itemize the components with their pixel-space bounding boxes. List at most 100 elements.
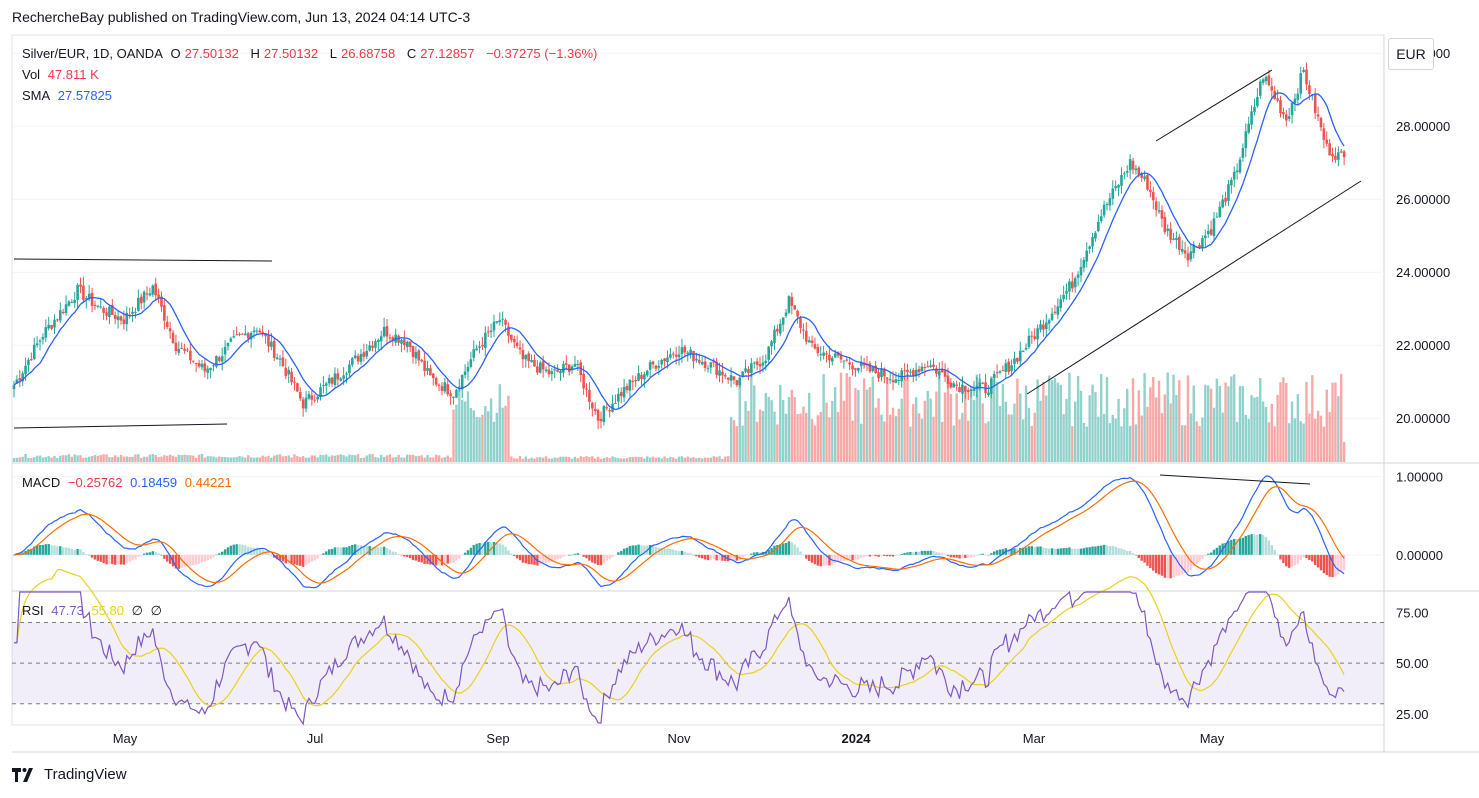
volume-bar [1207, 385, 1210, 462]
candle-body [784, 312, 788, 316]
candle-body [1050, 313, 1054, 321]
macd-histogram-bar [116, 554, 120, 565]
tradingview-logo[interactable]: TradingView [12, 766, 127, 783]
volume-bar [1163, 394, 1167, 462]
macd-histogram-bar [339, 547, 342, 555]
candle-body [536, 366, 539, 373]
macd-histogram-bar [1293, 554, 1297, 566]
macd-histogram-bar [1065, 548, 1068, 555]
sma-label: SMA [22, 88, 51, 103]
candle-body [258, 330, 262, 333]
macd-histogram-bar [1045, 547, 1048, 555]
volume-bar [394, 457, 397, 462]
volume-bar [591, 456, 594, 462]
volume-bar [1305, 381, 1308, 462]
volume-bar [805, 412, 808, 462]
rsi-line [14, 590, 1345, 726]
macd-histogram-bar [61, 547, 65, 555]
macd-histogram-bar [475, 543, 478, 555]
macd-legend[interactable]: MACD −0.25762 0.18459 0.44221 [22, 475, 236, 490]
candle-body [926, 366, 930, 368]
macd-histogram-bar [241, 544, 244, 555]
candle-body [365, 350, 369, 357]
candle-body [643, 374, 646, 380]
candle-body [695, 358, 698, 361]
macd-histogram-bar [735, 554, 739, 561]
volume-bar [654, 457, 658, 462]
candle-body [857, 367, 860, 371]
candle-body [223, 346, 227, 355]
macd-histogram-bar [865, 554, 869, 557]
macd-histogram-bar [420, 554, 423, 563]
candle-body [1157, 210, 1161, 212]
volume-bar [845, 373, 848, 462]
rsi-legend[interactable]: RSI 47.73 55.80 ∅ ∅ [22, 603, 166, 619]
candle-body [654, 365, 658, 369]
candle-body [469, 359, 473, 367]
macd-histogram-bar [1183, 554, 1187, 574]
macd-histogram-bar [293, 554, 296, 565]
candle-body [868, 363, 872, 372]
candle-body [1169, 228, 1172, 240]
candle-body [1047, 320, 1051, 324]
macd-histogram-bar [400, 554, 403, 556]
currency-button[interactable]: EUR [1388, 38, 1434, 70]
volume-bar [114, 455, 117, 462]
macd-histogram-bar [1195, 554, 1198, 564]
volume-bar [1227, 386, 1230, 462]
volume-bar [1076, 375, 1080, 462]
volume-bar [218, 456, 221, 462]
candle-body [206, 368, 210, 373]
macd-histogram-bar [822, 554, 825, 566]
macd-histogram-bar [978, 554, 981, 555]
volume-bar [140, 457, 143, 462]
macd-histogram-bar [891, 554, 895, 557]
volume-bar [1091, 384, 1094, 462]
volume-bar [1050, 380, 1054, 462]
candle-body [504, 320, 507, 325]
volume-bar [1230, 376, 1233, 462]
volume-legend[interactable]: Vol 47.811 K [22, 67, 103, 82]
volume-bar [475, 417, 478, 462]
candle-body [1198, 245, 1201, 248]
macd-histogram-bar [1085, 547, 1088, 555]
candle-body [524, 355, 528, 360]
candle-body [241, 333, 244, 335]
candle-body [640, 374, 643, 379]
symbol-label[interactable]: Silver/EUR, 1D, OANDA [22, 46, 163, 61]
volume-bar [67, 454, 71, 462]
candle-body [1175, 237, 1178, 241]
candle-body [475, 348, 478, 351]
candle-body [582, 373, 585, 389]
macd-histogram-bar [299, 554, 302, 566]
volume-bar [995, 381, 999, 462]
volume-bar [617, 458, 620, 462]
volume-bar [802, 406, 805, 462]
volume-bar [70, 456, 74, 462]
macd-histogram-bar [44, 544, 48, 555]
candle-body [952, 383, 956, 388]
macd-histogram-bar [940, 553, 944, 555]
candle-body [1177, 236, 1181, 250]
candle-body [703, 361, 707, 368]
candle-body [781, 317, 785, 325]
candle-body [1339, 151, 1343, 153]
sma-legend[interactable]: SMA 27.57825 [22, 88, 116, 103]
candle-body [1160, 210, 1164, 219]
candle-body [914, 369, 918, 377]
volume-bar [1238, 386, 1242, 462]
macd-histogram-bar [1114, 546, 1117, 555]
candle-body [1293, 98, 1297, 104]
candle-body [1172, 238, 1175, 240]
macd-histogram-bar [998, 549, 1002, 555]
price-tick-label: 28.00000 [1396, 119, 1450, 134]
macd-histogram-bar [87, 554, 91, 556]
candle-body [1290, 102, 1294, 116]
macd-histogram-bar [593, 554, 597, 564]
candle-body [157, 294, 160, 299]
candle-body [877, 372, 880, 379]
volume-bar [1019, 393, 1022, 462]
volume-bar [293, 454, 296, 462]
candle-body [651, 361, 655, 365]
